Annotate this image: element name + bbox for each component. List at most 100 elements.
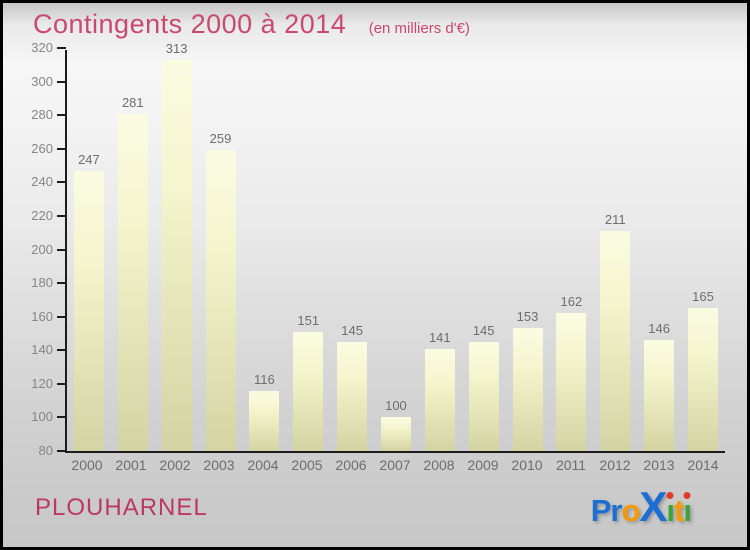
logo-letter-5: t <box>674 493 684 528</box>
bar-value-label-2011: 162 <box>560 294 583 310</box>
bar-2003 <box>205 150 236 451</box>
x-label-2004: 2004 <box>247 457 279 473</box>
x-label-2006: 2006 <box>335 457 367 473</box>
y-tick-label: 220 <box>31 207 53 223</box>
logo-letter-1: r <box>610 493 622 528</box>
y-tick-label: 200 <box>31 241 53 257</box>
bar-series: 247 281 313 259 116 151 145 100 141 145 153 162 211 1… <box>67 41 725 451</box>
bar-2010 <box>512 328 543 451</box>
y-tick-label: 100 <box>31 409 53 425</box>
bar-2000 <box>73 170 104 451</box>
y-tick-mark <box>57 147 66 150</box>
logo-letter-0: P <box>590 493 612 528</box>
chart-title: Contingents 2000 à 2014 <box>33 9 347 39</box>
y-tick-mark <box>57 315 66 318</box>
location-label: PLOUHARNEL <box>35 494 208 521</box>
bar-2011 <box>556 313 587 451</box>
x-label-2013: 2013 <box>643 457 675 473</box>
x-label-2014: 2014 <box>687 457 719 473</box>
bar-value-label-2006: 145 <box>341 322 363 338</box>
bar-value-label-2001: 281 <box>121 94 144 110</box>
y-tick-mark <box>57 214 66 217</box>
bar-2001 <box>117 113 148 451</box>
y-tick-mark <box>57 80 66 83</box>
bar-slot-2012: 211 <box>593 50 637 451</box>
y-tick-mark <box>57 349 66 352</box>
bar-value-label-2007: 100 <box>385 398 407 414</box>
bar-slot-2004: 116 <box>242 50 286 451</box>
bar-slot-2005: 151 <box>286 50 330 451</box>
bar-value-label-2004: 116 <box>254 371 275 387</box>
bar-slot-2006: 145 <box>330 50 374 451</box>
logo-letter-3: X <box>639 483 667 530</box>
bar-2005 <box>293 331 324 451</box>
bar-slot-2007: 100 <box>374 50 418 451</box>
bar-2013 <box>644 340 675 451</box>
x-label-2011: 2011 <box>555 457 587 473</box>
bar-slot-2014: 165 <box>681 50 725 451</box>
bar-value-label-2000: 247 <box>78 151 100 167</box>
y-tick-label: 180 <box>31 275 53 291</box>
bar-value-label-2008: 141 <box>428 329 451 345</box>
logo-i-dot <box>683 492 691 499</box>
bar-2007 <box>380 417 411 451</box>
bar-value-label-2005: 151 <box>297 312 320 328</box>
x-label-2005: 2005 <box>291 457 323 473</box>
y-tick-mark <box>57 181 66 184</box>
bar-2002 <box>161 59 192 451</box>
bar-slot-2010: 153 <box>506 50 550 451</box>
y-tick-mark <box>57 382 66 385</box>
logo-letter-2: o <box>621 493 640 528</box>
x-label-2000: 2000 <box>71 457 103 473</box>
x-axis-labels: 2000 2001 2002 2003 2004 2005 2006 2007 2008 2009… <box>65 457 725 473</box>
bar-slot-2001: 281 <box>111 50 155 451</box>
bar-2009 <box>468 341 499 451</box>
bar-slot-2003: 259 <box>199 50 243 451</box>
bar-value-label-2010: 153 <box>516 309 539 325</box>
bar-value-label-2012: 211 <box>604 212 626 228</box>
x-label-2010: 2010 <box>511 457 543 473</box>
logo-i-dot <box>666 492 674 499</box>
y-tick-mark <box>57 248 66 251</box>
chart-subtitle: (en milliers d'€) <box>368 20 470 37</box>
bar-slot-2000: 247 <box>67 50 111 451</box>
x-label-2009: 2009 <box>467 457 499 473</box>
bar-value-label-2002: 313 <box>165 40 188 56</box>
y-tick-label: 80 <box>38 443 53 458</box>
y-tick-mark <box>57 47 66 49</box>
y-tick-mark <box>57 282 66 285</box>
bar-slot-2013: 146 <box>637 50 681 451</box>
bar-2012 <box>600 231 631 451</box>
y-tick-mark <box>57 416 66 419</box>
x-label-2007: 2007 <box>379 457 411 473</box>
y-tick-label: 280 <box>31 107 53 123</box>
x-label-2003: 2003 <box>203 457 235 473</box>
bar-value-label-2003: 259 <box>209 131 232 147</box>
bar-2004 <box>249 390 280 451</box>
y-tick-label: 120 <box>31 375 53 391</box>
x-label-2008: 2008 <box>423 457 455 473</box>
bar-2008 <box>424 348 455 451</box>
x-label-2002: 2002 <box>159 457 191 473</box>
logo-letter-6: ı <box>683 492 692 528</box>
proxiti-logo: ProXı tı <box>590 483 692 533</box>
bar-2014 <box>687 308 718 451</box>
chart-header: Contingents 2000 à 2014 (en milliers d'€… <box>33 9 470 40</box>
y-tick-mark <box>57 450 66 452</box>
y-tick-label: 160 <box>31 308 53 324</box>
bar-value-label-2009: 145 <box>472 322 495 338</box>
x-label-2001: 2001 <box>115 457 147 473</box>
y-tick-label: 260 <box>31 140 53 156</box>
logo-letter-4: ı <box>666 492 675 528</box>
bar-slot-2011: 162 <box>549 50 593 451</box>
y-tick-label: 300 <box>31 73 53 89</box>
plot-area: 80 100 120 140 160 180 200 220 240 260 280 300 320 2… <box>31 40 725 458</box>
y-tick-mark <box>57 114 66 117</box>
y-tick-label: 240 <box>31 174 53 190</box>
y-tick-label: 320 <box>31 40 53 55</box>
bar-value-label-2013: 146 <box>648 321 670 337</box>
y-tick-label: 140 <box>31 342 53 358</box>
bar-slot-2008: 141 <box>418 50 462 451</box>
bar-slot-2009: 145 <box>462 50 506 451</box>
bar-value-label-2014: 165 <box>692 289 714 305</box>
